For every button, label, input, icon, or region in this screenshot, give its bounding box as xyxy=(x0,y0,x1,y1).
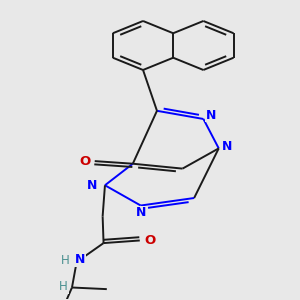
Text: O: O xyxy=(79,154,90,168)
Text: N: N xyxy=(206,109,216,122)
Text: N: N xyxy=(222,140,232,153)
Text: H: H xyxy=(59,280,68,293)
Text: N: N xyxy=(75,253,85,266)
Text: N: N xyxy=(87,179,97,192)
Text: O: O xyxy=(144,234,156,247)
Text: H: H xyxy=(61,254,70,267)
Text: N: N xyxy=(136,206,146,219)
